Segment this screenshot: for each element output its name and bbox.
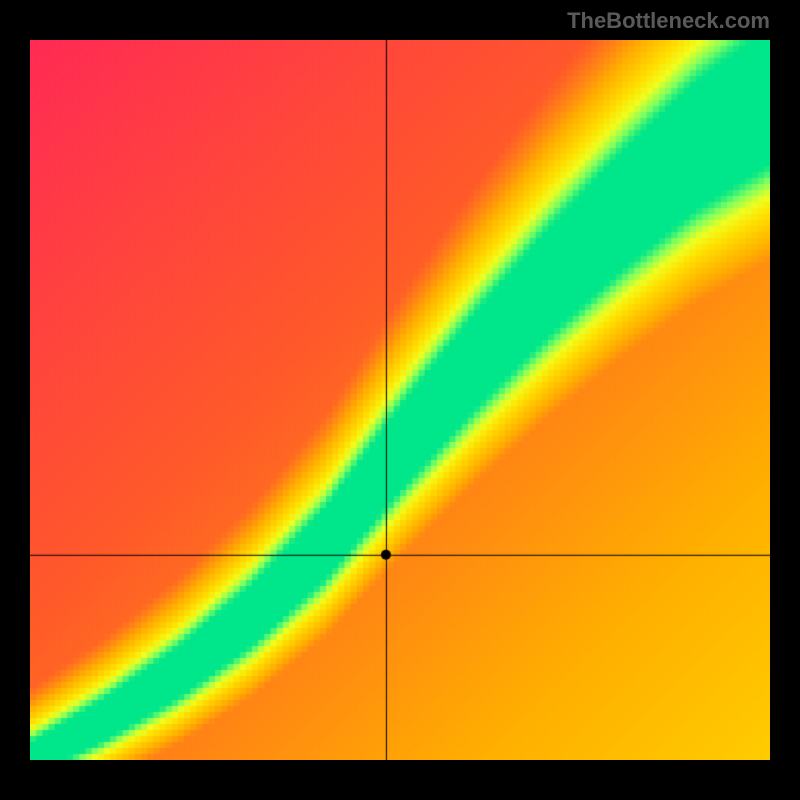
- watermark-text: TheBottleneck.com: [567, 8, 770, 34]
- chart-container: [30, 40, 770, 760]
- bottleneck-heatmap: [30, 40, 770, 760]
